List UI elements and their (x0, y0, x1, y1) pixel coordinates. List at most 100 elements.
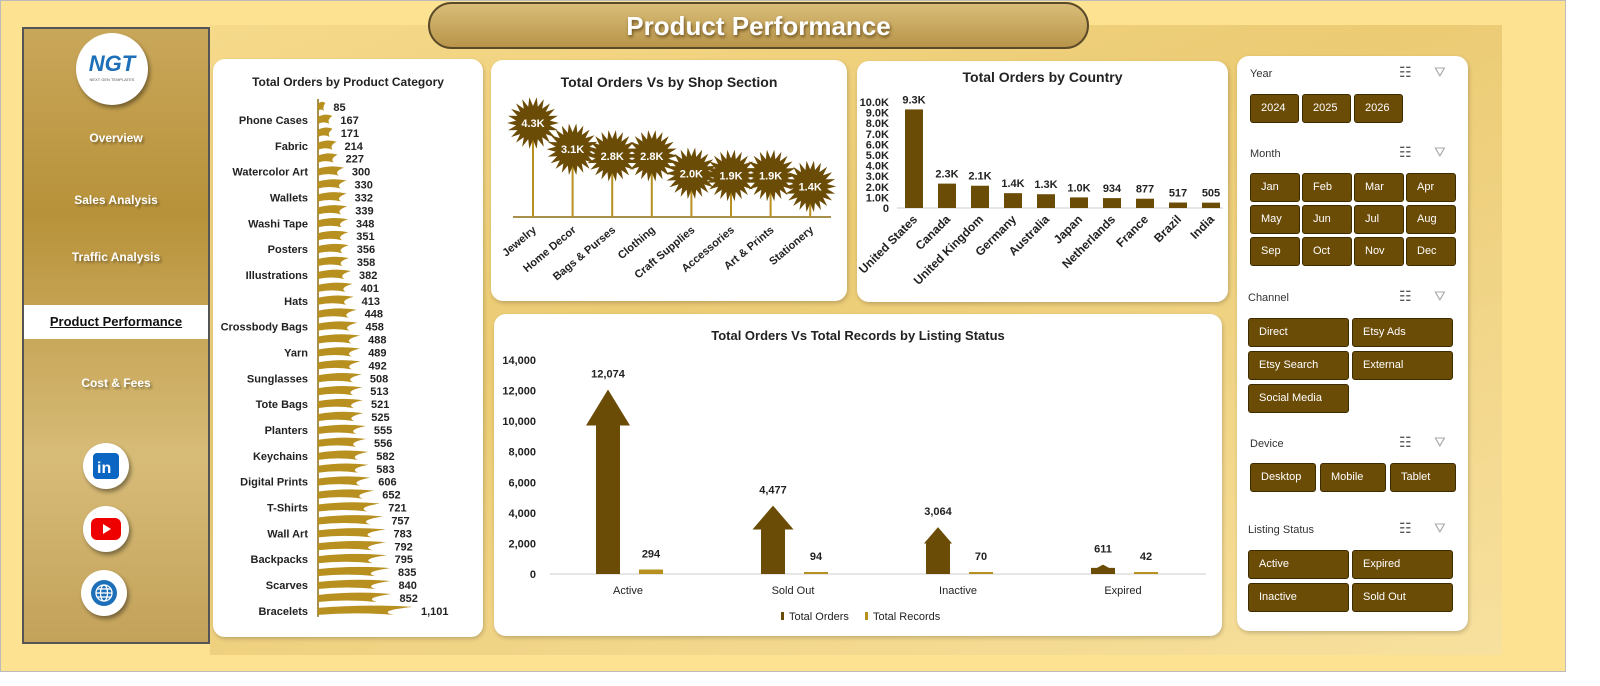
data-label: 835 (398, 567, 416, 579)
data-label: 757 (391, 515, 409, 527)
multi-select-icon[interactable]: ☷ (1399, 520, 1412, 536)
clear-filter-icon[interactable]: ⛛ (1434, 64, 1446, 80)
nav-cost-fees[interactable]: Cost & Fees (81, 376, 151, 390)
data-label: 339 (355, 205, 373, 217)
month-option-jan[interactable]: Jan (1250, 173, 1300, 202)
channel-option-social-media[interactable]: Social Media (1248, 384, 1349, 413)
device-option-desktop[interactable]: Desktop (1250, 463, 1316, 492)
listing-status-option-inactive[interactable]: Inactive (1248, 583, 1349, 612)
month-option-may[interactable]: May (1250, 205, 1300, 234)
website-button[interactable] (81, 570, 127, 616)
month-option-jun[interactable]: Jun (1302, 205, 1352, 234)
category-label: Wallets (270, 192, 308, 204)
device-option-mobile[interactable]: Mobile (1320, 463, 1386, 492)
clear-filter-icon[interactable]: ⛛ (1434, 144, 1446, 160)
device-option-tablet[interactable]: Tablet (1390, 463, 1456, 492)
listing-status-option-expired[interactable]: Expired (1352, 550, 1453, 579)
year-option-2025[interactable]: 2025 (1302, 94, 1351, 123)
sunburst-marker (507, 97, 559, 149)
listing-chart: 0 2,000 4,000 6,000 8,000 10,000 12,000 14,000 A… (502, 355, 1206, 623)
data-label: 330 (354, 180, 372, 192)
channel-option-etsy-ads[interactable]: Etsy Ads (1352, 318, 1453, 347)
month-option-mar[interactable]: Mar (1354, 173, 1404, 202)
listing-status-option-sold-out[interactable]: Sold Out (1352, 583, 1453, 612)
country-chart: 01.0K2.0K3.0K4.0K5.0K6.0K7.0K8.0K9.0K10.… (857, 94, 1223, 288)
y-tick-label: 9.0K (866, 108, 889, 120)
month-option-dec[interactable]: Dec (1406, 237, 1456, 266)
data-label: 1.4K (799, 181, 822, 193)
channel-option-etsy-search[interactable]: Etsy Search (1248, 351, 1349, 380)
category-label: Brazil (1151, 212, 1184, 245)
month-option-jul[interactable]: Jul (1354, 205, 1404, 234)
year-option-2026[interactable]: 2026 (1354, 94, 1403, 123)
multi-select-icon[interactable]: ☷ (1399, 144, 1412, 160)
category-label: Fabric (275, 141, 308, 153)
data-label: 583 (376, 464, 394, 476)
bar (1202, 202, 1220, 208)
logo-subtext: NEXT GEN TEMPLATES (89, 77, 135, 82)
nav-sales-analysis[interactable]: Sales Analysis (74, 193, 158, 207)
bar (318, 153, 338, 163)
month-option-aug[interactable]: Aug (1406, 205, 1456, 234)
nav-product-performance[interactable]: Product Performance (24, 305, 208, 339)
chart-title: Total Orders Vs by Shop Section (560, 74, 778, 90)
y-tick-label: 10,000 (502, 416, 536, 428)
year-option-2024[interactable]: 2024 (1250, 94, 1299, 123)
category-label: France (1113, 212, 1151, 250)
nav-overview[interactable]: Overview (89, 131, 143, 145)
data-label: 505 (1202, 188, 1220, 200)
clear-filter-icon[interactable]: ⛛ (1434, 520, 1446, 536)
data-label: 852 (400, 593, 418, 605)
bar (318, 540, 387, 551)
bar (318, 398, 363, 409)
data-label: 9.3K (902, 94, 925, 106)
channel-option-external[interactable]: External (1352, 351, 1453, 380)
category-label: Posters (268, 244, 308, 256)
multi-select-icon[interactable]: ☷ (1399, 434, 1412, 450)
category-label: Stationery (767, 224, 817, 268)
category-label: Backpacks (251, 554, 309, 566)
month-option-nov[interactable]: Nov (1354, 237, 1404, 266)
bar (318, 256, 349, 267)
bar (318, 295, 354, 305)
sidebar: NGT NEXT GEN TEMPLATES Overview Sales An… (22, 27, 210, 644)
youtube-button[interactable] (83, 506, 129, 552)
y-tick-label: 8.0K (866, 118, 889, 130)
data-label: 1.9K (719, 170, 742, 182)
data-label: 2.3K (935, 169, 958, 181)
bar (318, 528, 386, 538)
data-label: 42 (1140, 551, 1152, 563)
month-option-oct[interactable]: Oct (1302, 237, 1352, 266)
data-label: 351 (356, 231, 374, 243)
clear-filter-icon[interactable]: ⛛ (1434, 288, 1446, 304)
bar (318, 321, 358, 331)
bar (1004, 193, 1022, 208)
month-option-sep[interactable]: Sep (1250, 237, 1300, 266)
category-label: Active (613, 585, 643, 597)
linkedin-icon: in (93, 453, 119, 479)
multi-select-icon[interactable]: ☷ (1399, 64, 1412, 80)
nav-traffic-analysis[interactable]: Traffic Analysis (71, 250, 161, 264)
month-option-feb[interactable]: Feb (1302, 173, 1352, 202)
data-label: 721 (388, 503, 406, 515)
bar-total-records (804, 572, 828, 574)
data-label: 413 (362, 296, 380, 308)
data-label: 4,477 (759, 485, 787, 497)
listing-status-option-active[interactable]: Active (1248, 550, 1349, 579)
data-label: 934 (1103, 183, 1122, 195)
multi-select-icon[interactable]: ☷ (1399, 288, 1412, 304)
logo[interactable]: NGT NEXT GEN TEMPLATES (76, 33, 148, 105)
legend-label: Total Orders (789, 611, 849, 623)
category-label: Wall Art (267, 528, 308, 540)
data-label: 3.1K (561, 144, 584, 156)
linkedin-button[interactable]: in (83, 443, 129, 489)
bar (318, 101, 326, 111)
data-label: 214 (344, 141, 363, 153)
month-option-apr[interactable]: Apr (1406, 173, 1456, 202)
bar (318, 308, 357, 318)
clear-filter-icon[interactable]: ⛛ (1434, 434, 1446, 450)
channel-option-direct[interactable]: Direct (1248, 318, 1349, 347)
listing-status-slicer-label: Listing Status (1248, 524, 1315, 536)
y-tick-label: 4,000 (508, 508, 536, 520)
